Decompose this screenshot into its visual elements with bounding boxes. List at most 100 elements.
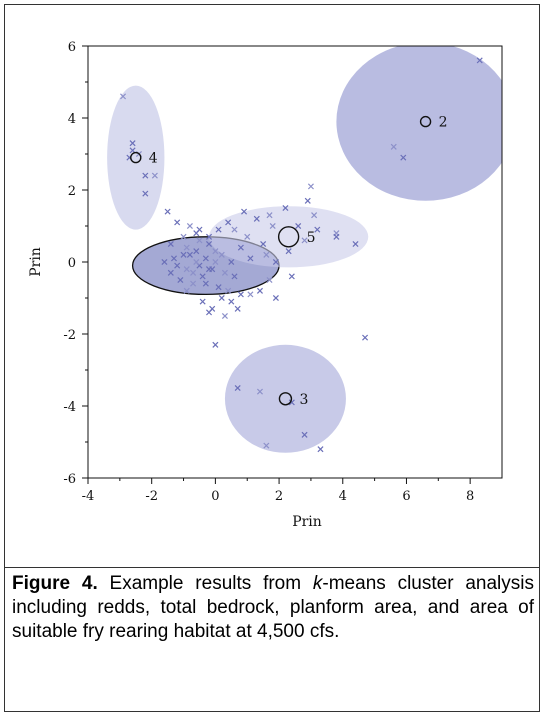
- data-point: [231, 226, 238, 233]
- data-point: [301, 237, 308, 244]
- y-axis-title: Prin: [28, 247, 44, 277]
- data-point: [183, 266, 190, 273]
- data-point: [295, 222, 302, 230]
- data-point: [183, 244, 190, 251]
- data-point: [253, 215, 260, 222]
- data-point: [333, 233, 340, 240]
- data-point: [231, 273, 238, 280]
- data-point: [476, 57, 483, 64]
- y-tick-label: -6: [63, 472, 76, 487]
- data-point: [199, 298, 206, 305]
- x-tick-label: 8: [466, 489, 474, 504]
- cluster-centroids: 2 3 4 5: [130, 115, 448, 408]
- data-point: [215, 226, 222, 233]
- data-point: [205, 266, 213, 273]
- cluster-ellipses: [107, 46, 502, 453]
- y-tick-label: -2: [63, 328, 76, 343]
- data-point: [352, 240, 359, 248]
- data-point: [260, 240, 267, 248]
- data-point: [282, 204, 289, 212]
- data-point: [244, 233, 251, 240]
- data-point: [237, 291, 244, 298]
- data-point: [120, 93, 127, 100]
- data-point: [196, 237, 203, 244]
- data-point: [256, 388, 263, 395]
- data-point: [205, 309, 213, 316]
- x-tick-label: 4: [339, 489, 347, 504]
- data-point: [129, 140, 136, 147]
- cluster-label-2: 2: [439, 115, 448, 131]
- centroid-marker-3: [278, 392, 293, 406]
- data-point: [228, 258, 235, 266]
- caption-text-k: k: [312, 573, 323, 594]
- caption-divider: [4, 567, 540, 568]
- centroid-marker-2: [419, 115, 432, 128]
- data-point: [190, 269, 197, 276]
- data-point: [202, 280, 209, 287]
- data-point: [202, 255, 209, 262]
- caption-text-post: -means cluster analysis including redds,…: [12, 573, 535, 642]
- data-point: [221, 269, 228, 276]
- data-point: [390, 143, 397, 150]
- data-point: [234, 305, 241, 312]
- data-point: [269, 222, 276, 230]
- centroid-marker-5: [277, 226, 300, 248]
- data-point: [161, 258, 168, 266]
- data-point: [212, 248, 219, 255]
- data-point: [212, 258, 219, 266]
- data-point: [288, 399, 295, 406]
- figure-caption: Figure 4. Example results from k-means c…: [12, 572, 534, 644]
- data-point: [317, 446, 324, 453]
- data-point: [199, 273, 206, 280]
- data-point: [256, 287, 263, 294]
- x-tick-label: 2: [275, 489, 283, 504]
- data-point: [225, 219, 232, 226]
- data-point: [307, 183, 314, 190]
- data-point: [225, 287, 232, 294]
- data-point: [180, 251, 187, 258]
- data-point: [314, 226, 321, 233]
- data-point: [193, 248, 200, 255]
- data-point: [241, 208, 248, 215]
- cluster-label-4: 4: [149, 151, 158, 167]
- y-tick-label: -4: [63, 400, 76, 415]
- y-tick-label: 4: [68, 112, 76, 127]
- data-point: [205, 233, 213, 240]
- data-point: [247, 291, 254, 298]
- data-point: [218, 251, 225, 258]
- data-point: [186, 251, 193, 258]
- data-point: [193, 230, 200, 237]
- cluster-ellipse-5: [209, 206, 369, 268]
- caption-text-pre: Example results from: [97, 573, 313, 594]
- x-tick-label: 6: [402, 489, 410, 504]
- data-point: [170, 255, 178, 262]
- cluster-label-3: 3: [299, 392, 308, 408]
- data-point: [167, 240, 174, 248]
- data-point: [263, 442, 270, 449]
- data-point: [288, 273, 295, 280]
- data-point: [234, 384, 241, 392]
- y-tick-label: 2: [68, 184, 76, 199]
- scatter-plot: 2 3 4 5 -4 -2 0 2 4 6 8 6 4 2 0 -2 -4 -6 Prin Prin: [28, 40, 503, 530]
- data-point: [311, 212, 318, 219]
- data-point: [228, 298, 235, 305]
- y-tick-label: 0: [68, 256, 76, 271]
- x-tick-label: 0: [211, 489, 219, 504]
- data-point: [186, 222, 193, 230]
- data-point: [193, 258, 200, 266]
- cluster-label-5: 5: [307, 230, 316, 246]
- data-point: [263, 251, 270, 258]
- data-point: [215, 284, 222, 291]
- y-tick-label: 6: [68, 40, 76, 55]
- centroid-marker-4: [130, 151, 142, 164]
- plot-axes: -4 -2 0 2 4 6 8 6 4 2 0 -2 -4 -6: [63, 40, 503, 504]
- data-point: [180, 233, 187, 240]
- data-point: [266, 276, 273, 284]
- data-point: [174, 219, 181, 226]
- data-point: [151, 172, 158, 179]
- x-axis-title: Prin: [292, 514, 322, 530]
- data-point: [212, 341, 219, 348]
- x-tick-label: -2: [145, 489, 158, 504]
- data-point: [221, 312, 228, 320]
- data-point: [183, 287, 190, 294]
